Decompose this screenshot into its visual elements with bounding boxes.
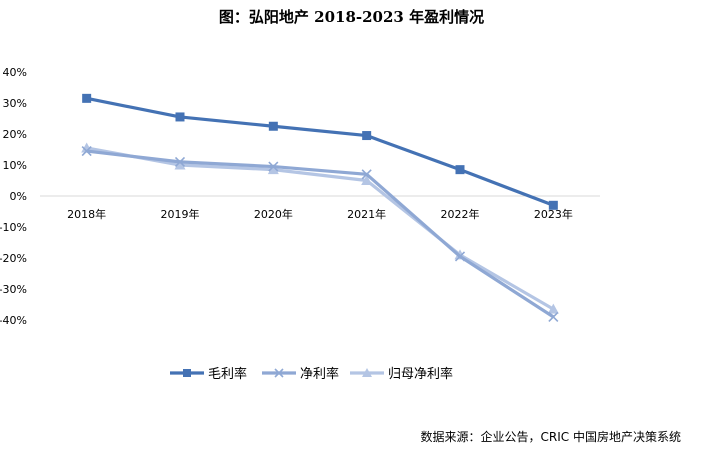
y-tick-label: 0% <box>10 190 27 203</box>
y-tick-label: 20% <box>3 128 27 141</box>
legend-item: 归母净利率 <box>350 366 453 382</box>
data-point <box>362 368 372 377</box>
y-tick-label: -30% <box>0 283 27 296</box>
y-axis-ticks: 40% 30% 20% 10% 0% -10% -20% -30% -40% <box>0 66 27 327</box>
series-1 <box>81 145 559 322</box>
data-point <box>548 311 559 322</box>
y-tick-label: 10% <box>3 159 27 172</box>
data-point <box>274 368 284 378</box>
x-tick-label: 2022年 <box>441 207 480 221</box>
legend-item: 毛利率 <box>170 366 247 382</box>
legend-label: 净利率 <box>300 366 339 382</box>
data-point <box>183 369 191 377</box>
data-point <box>268 161 279 172</box>
y-tick-label: 30% <box>3 97 27 110</box>
x-tick-label: 2023年 <box>534 207 573 221</box>
data-point <box>174 156 186 167</box>
data-point <box>547 303 559 314</box>
series-layer <box>81 93 559 322</box>
legend-label: 毛利率 <box>208 366 247 382</box>
legend-item: 净利率 <box>262 366 339 382</box>
y-tick-label: 40% <box>3 66 27 79</box>
series-line <box>86 146 555 311</box>
data-point <box>82 93 92 103</box>
x-tick-label: 2019年 <box>161 207 200 221</box>
data-point <box>361 169 372 180</box>
x-tick-label: 2018年 <box>67 207 106 221</box>
data-point <box>362 131 372 141</box>
series-0 <box>82 93 558 210</box>
data-point <box>548 200 558 210</box>
data-point <box>175 112 185 122</box>
series-line <box>86 149 555 319</box>
data-point <box>267 164 279 175</box>
series-line <box>86 96 554 207</box>
y-tick-label: -20% <box>0 252 27 265</box>
x-tick-label: 2020年 <box>254 207 293 221</box>
x-tick-label: 2021年 <box>347 207 386 221</box>
x-axis-ticks: 2018年 2019年 2020年 2021年 2022年 2023年 <box>67 207 573 221</box>
y-tick-label: -10% <box>0 221 27 234</box>
legend: 毛利率 净利率 归母净利率 <box>170 366 453 382</box>
data-point <box>81 145 92 157</box>
data-point <box>174 159 186 170</box>
source-note: 数据来源：企业公告，CRIC 中国房地产决策系统 <box>420 430 681 444</box>
series-2 <box>81 142 559 314</box>
data-point <box>455 165 465 175</box>
data-point <box>454 251 466 262</box>
y-tick-label: -40% <box>0 314 27 327</box>
data-point <box>361 175 373 185</box>
legend-label: 归母净利率 <box>388 366 453 382</box>
chart-title: 图：弘阳地产 2018-2023 年盈利情况 <box>218 8 485 26</box>
data-point <box>268 121 278 131</box>
